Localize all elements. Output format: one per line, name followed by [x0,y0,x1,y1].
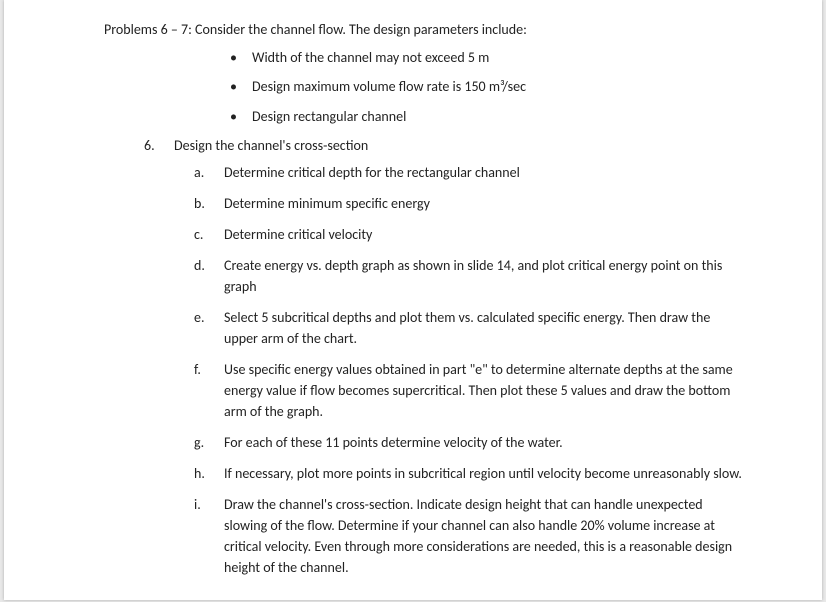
subpart-text: Determine critical depth for the rectang… [224,164,520,181]
subpart-text: Draw the channel's cross-section. Indica… [224,496,732,576]
list-item: Width of the channel may not exceed 5 m [104,48,742,68]
list-item: Design maximum volume flow rate is 150 m… [104,77,742,97]
subpart-text: Create energy vs. depth graph as shown i… [224,257,722,295]
design-params-list: Width of the channel may not exceed 5 m … [104,48,742,127]
subpart-text: Select 5 subcritical depths and plot the… [224,309,710,347]
subpart: c. Determine critical velocity [174,224,742,245]
question-list: 6. Design the channel's cross-section a.… [104,136,742,578]
subpart-text: Determine critical velocity [224,226,372,243]
subpart: f. Use specific energy values obtained i… [174,359,742,422]
document-page: Problems 6 – 7: Consider the channel flo… [4,0,822,600]
subpart: g. For each of these 11 points determine… [174,432,742,453]
subpart-marker: c. [194,224,203,245]
subpart-marker: i. [194,494,201,515]
subpart-marker: h. [194,463,205,484]
subpart: h. If necessary, plot more points in sub… [174,463,742,484]
subpart: e. Select 5 subcritical depths and plot … [174,307,742,349]
subpart-marker: f. [194,359,201,380]
subpart-text: For each of these 11 points determine ve… [224,434,563,451]
subpart-marker: d. [194,255,205,276]
subpart-text: Use specific energy values obtained in p… [224,361,733,420]
backdrop: Problems 6 – 7: Consider the channel flo… [0,0,826,602]
subpart-marker: g. [194,432,204,453]
subpart-marker: a. [194,162,204,183]
list-item: Design rectangular channel [104,107,742,127]
subpart: b. Determine minimum specific energy [174,193,742,214]
subpart-text: If necessary, plot more points in subcri… [224,465,742,482]
subpart-marker: e. [194,307,205,328]
question-marker: 6. [144,136,155,156]
question-text: Design the channel's cross-section [174,137,368,154]
subpart-text: Determine minimum specific energy [224,195,430,212]
question-6: 6. Design the channel's cross-section a.… [104,136,742,578]
subpart: a. Determine critical depth for the rect… [174,162,742,183]
subparts-list: a. Determine critical depth for the rect… [174,162,742,578]
subpart: d. Create energy vs. depth graph as show… [174,255,742,297]
intro-text: Problems 6 – 7: Consider the channel flo… [104,20,742,40]
subpart-marker: b. [194,193,205,214]
subpart: i. Draw the channel's cross-section. Ind… [174,494,742,578]
